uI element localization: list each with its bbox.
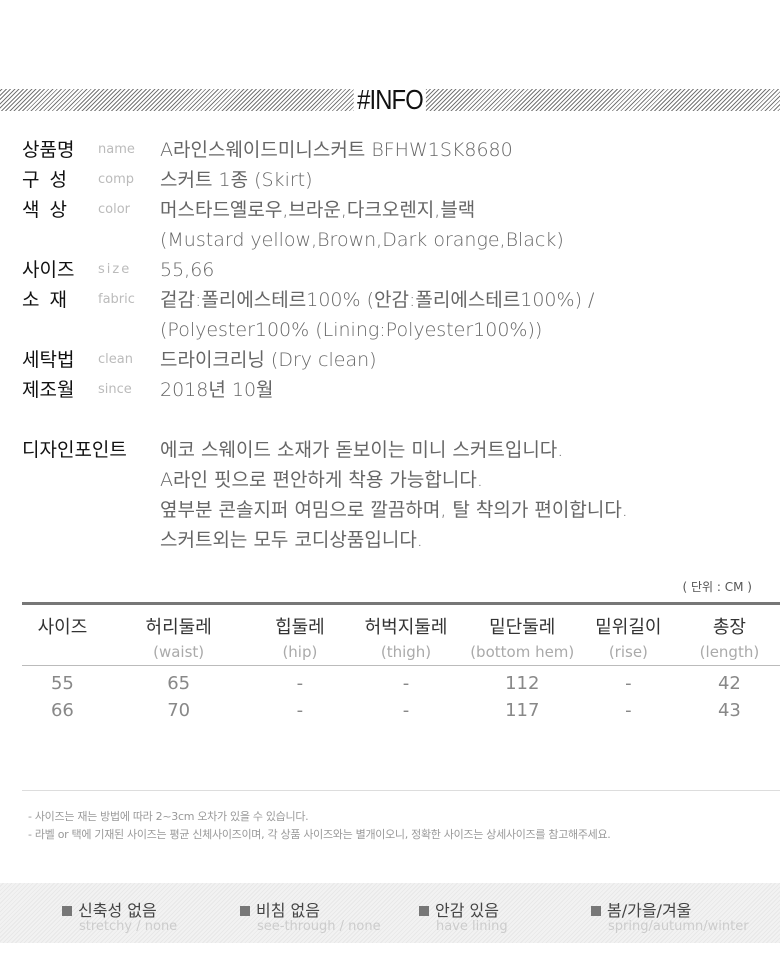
- table-cell: 112: [505, 673, 540, 694]
- label-en: comp: [98, 172, 135, 187]
- label-en: size: [98, 262, 132, 277]
- table-row: 66 70 - - 117 - 43: [22, 697, 780, 724]
- table-cell: -: [296, 673, 304, 694]
- header-ko: 힙둘레: [275, 617, 325, 638]
- table-cell: 43: [717, 700, 741, 721]
- value: 드라이크리닝 (Dry clean): [160, 349, 377, 371]
- table-row: 55 65 - - 112 - 42: [22, 666, 780, 698]
- value: 겉감:폴리에스테르100% (안감:폴리에스테르100%) /: [160, 289, 595, 311]
- label-en: fabric: [98, 292, 135, 307]
- header-ko: 허벅지둘레: [364, 617, 448, 638]
- label: 세탁법: [22, 349, 75, 371]
- table-cell: 66: [50, 700, 74, 721]
- value: 스커트 1종 (Skirt): [160, 169, 313, 191]
- square-bullet-icon: [62, 906, 72, 916]
- feature-ko: 봄/가을/겨울: [607, 901, 692, 920]
- table-cell: -: [402, 673, 410, 694]
- note: - 사이즈는 재는 방법에 따라 2~3cm 오차가 있을 수 있습니다.: [28, 810, 309, 823]
- design-line: A라인 핏으로 편안하게 착용 가능합니다.: [160, 469, 483, 491]
- feature-ko: 안감 있음: [435, 901, 499, 920]
- feature-en: see-through / none: [257, 919, 381, 934]
- value: A라인스웨이드미니스커트 BFHW1SK8680: [160, 139, 513, 161]
- header-ko: 밑위길이: [595, 617, 662, 638]
- feature-item: 안감 있음 have lining: [419, 897, 508, 934]
- note: - 라벨 or 택에 기재된 사이즈는 평균 신체사이즈이며, 각 상품 사이즈…: [28, 828, 611, 841]
- column-header: 힙둘레 (hip): [254, 604, 345, 666]
- column-header: 밑단둘레 (bottom hem): [467, 604, 578, 666]
- feature-en: spring/autumn/winter: [608, 919, 749, 934]
- label: 소 재: [22, 289, 67, 311]
- table-cell: 42: [717, 673, 741, 694]
- column-header: 밑위길이 (rise): [578, 604, 679, 666]
- unit-label: ( 단위 : CM ): [682, 580, 752, 594]
- design-line: 에코 스웨이드 소재가 돋보이는 미니 스커트입니다.: [160, 439, 564, 461]
- value: (Polyester100% (Lining:Polyester100%)): [160, 319, 543, 341]
- value: (Mustard yellow,Brown,Dark orange,Black): [160, 229, 564, 251]
- design-label: 디자인포인트: [22, 439, 127, 461]
- label: 상품명: [22, 139, 75, 161]
- header-en: (thigh): [380, 643, 432, 661]
- table-cell: -: [625, 673, 632, 694]
- header-ko: 허리둘레: [145, 617, 212, 638]
- table-cell: -: [296, 700, 304, 721]
- divider: [22, 790, 780, 791]
- feature-ko: 신축성 없음: [78, 901, 157, 920]
- table-cell: 55: [50, 673, 74, 694]
- table-cell: 70: [167, 700, 191, 721]
- square-bullet-icon: [591, 906, 601, 916]
- square-bullet-icon: [240, 906, 250, 916]
- label-en: clean: [98, 352, 133, 367]
- column-header: 허리둘레 (waist): [103, 604, 255, 666]
- header-en: (bottom hem): [470, 643, 575, 661]
- feature-band: 신축성 없음 stretchy / none 비침 없음 see-through /…: [0, 883, 780, 943]
- label-en: name: [98, 142, 135, 157]
- table-cell: -: [402, 700, 410, 721]
- value: 2018년 10월: [160, 379, 274, 401]
- header-en: (waist): [153, 643, 205, 661]
- feature-ko: 비침 없음: [256, 901, 320, 920]
- header-en: (length): [699, 643, 760, 661]
- header-ko: 사이즈: [37, 617, 88, 638]
- feature-item: 봄/가을/겨울 spring/autumn/winter: [591, 897, 749, 934]
- table-cell: 117: [505, 700, 540, 721]
- value: 55,66: [160, 259, 215, 281]
- label: 사이즈: [22, 259, 75, 281]
- header-en: (rise): [608, 643, 648, 661]
- column-header: 사이즈: [22, 604, 103, 666]
- label: 제조월: [22, 379, 75, 401]
- feature-en: stretchy / none: [79, 919, 178, 934]
- header-ko: 총장: [712, 617, 746, 638]
- feature-item: 비침 없음 see-through / none: [240, 897, 381, 934]
- design-line: 옆부분 콘솔지퍼 여밈으로 깔끔하며, 탈 착의가 편이합니다.: [160, 499, 628, 521]
- header-en: (hip): [282, 643, 318, 661]
- table-cell: 65: [167, 673, 191, 694]
- feature-en: have lining: [436, 919, 508, 934]
- label-en: color: [98, 202, 131, 217]
- label: 구 성: [22, 169, 67, 191]
- header-en: [22, 639, 103, 665]
- column-header: 허벅지둘레 (thigh): [345, 604, 466, 666]
- page-title: #INFO: [353, 84, 427, 116]
- design-line: 스커트외는 모두 코디상품입니다.: [160, 529, 423, 551]
- header-ko: 밑단둘레: [489, 617, 556, 638]
- size-table: 사이즈 허리둘레 (waist) 힙둘레 (hip) 허벅지둘레 (thigh) 밑단둘레 (…: [22, 602, 780, 724]
- label: 색 상: [22, 199, 67, 221]
- table-cell: -: [625, 700, 632, 721]
- square-bullet-icon: [419, 906, 429, 916]
- feature-item: 신축성 없음 stretchy / none: [62, 897, 177, 934]
- label-en: since: [98, 382, 132, 397]
- value: 머스타드옐로우,브라운,다크오렌지,블랙: [160, 199, 476, 221]
- column-header: 총장 (length): [679, 604, 780, 666]
